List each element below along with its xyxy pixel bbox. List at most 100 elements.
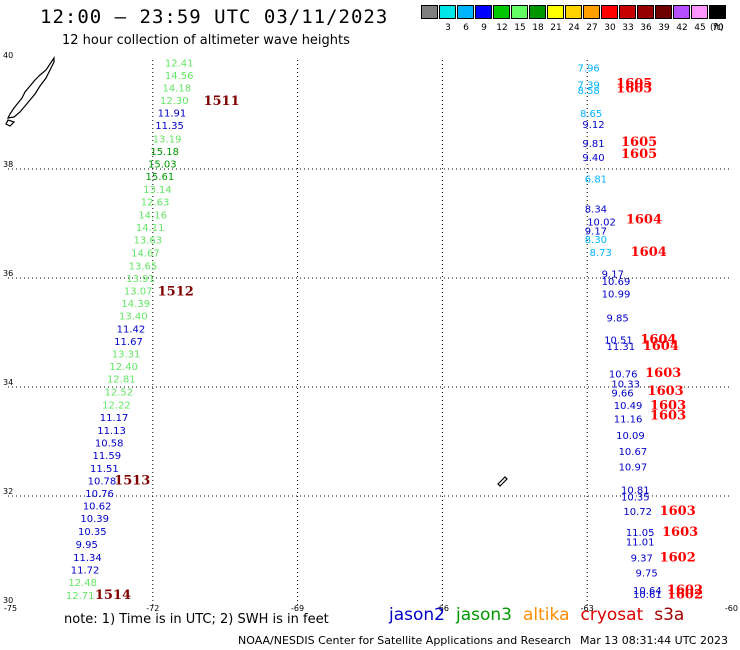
color-scale-tick-label: 33 — [622, 23, 634, 33]
color-scale-swatch — [565, 5, 582, 19]
longitude-tick-label: -60 — [725, 604, 738, 613]
pass-number-label: 1604 — [640, 332, 676, 347]
wave-height-value: 9.85 — [607, 314, 629, 325]
wave-height-value: 13.19 — [153, 134, 182, 145]
wave-height-value: 13.65 — [129, 261, 158, 272]
wave-height-value: 11.16 — [614, 414, 643, 425]
wave-height-value: 11.91 — [158, 109, 187, 120]
wave-height-value: 10.61 — [633, 590, 662, 601]
color-scale-swatch — [493, 5, 510, 19]
color-scale-swatch — [421, 5, 438, 19]
wave-height-value: 9.17 — [602, 269, 624, 280]
chart-subtitle: 12 hour collection of altimeter wave hei… — [62, 33, 350, 48]
wave-height-value: 8.65 — [580, 109, 602, 120]
wave-height-value: 14.16 — [138, 211, 167, 222]
wave-height-value: 10.35 — [78, 527, 107, 538]
pass-number-label: 1602 — [667, 583, 703, 598]
legend-item-cryosat: cryosat — [580, 605, 644, 625]
legend-item-s3a: s3a — [654, 605, 685, 625]
wave-height-value: 9.37 — [631, 553, 653, 564]
wave-height-value: 10.99 — [602, 290, 631, 301]
wave-height-value: 10.02 — [587, 218, 616, 229]
longitude-tick-label: -72 — [146, 604, 159, 613]
wave-height-value: 14.56 — [165, 71, 194, 82]
color-scale-swatch — [637, 5, 654, 19]
coastline-outline — [5, 56, 55, 127]
wave-height-value: 8.58 — [578, 86, 600, 97]
wave-height-value: 10.09 — [616, 431, 645, 442]
latitude-tick-label: 36 — [3, 269, 13, 278]
wave-height-value: 11.17 — [100, 413, 129, 424]
color-scale-swatch — [619, 5, 636, 19]
wave-height-value: 8.73 — [590, 248, 612, 259]
wave-height-value: 13.40 — [119, 311, 148, 322]
latitude-tick-label: 38 — [3, 160, 13, 169]
wave-height-value: 11.42 — [117, 325, 146, 336]
pass-number-label: 1605 — [616, 76, 652, 91]
wave-height-value: 10.64 — [633, 586, 662, 597]
wave-height-value: 10.58 — [95, 438, 124, 449]
wave-height-value: 12.48 — [68, 578, 97, 589]
color-scale-tick-label: 3 — [445, 23, 451, 33]
pass-number-label: 1603 — [660, 504, 696, 519]
wave-height-value: 9.75 — [635, 569, 657, 580]
color-scale-swatch — [547, 5, 564, 19]
color-scale-tick-label: 9 — [481, 23, 487, 33]
color-scale-swatch — [475, 5, 492, 19]
longitude-tick-label: -63 — [581, 604, 594, 613]
coastline — [5, 56, 508, 487]
wave-height-value: 9.95 — [76, 540, 98, 551]
wave-height-value: 10.67 — [619, 447, 648, 458]
wave-height-value: 14.18 — [162, 84, 191, 95]
pass-labels: 1511151215131514160516051605160516041604… — [95, 76, 703, 603]
latitude-tick-label: 34 — [3, 378, 13, 387]
color-scale-tick-label: 24 — [568, 23, 580, 33]
axis-labels: -75 -72 -69 -66 -63 -60 40 38 36 34 32 30 — [3, 51, 738, 613]
color-scale-swatch — [709, 5, 726, 19]
wave-height-value: 15.03 — [148, 159, 177, 170]
longitude-tick-label: -69 — [291, 604, 304, 613]
pass-number-label: 1603 — [650, 409, 686, 424]
color-scale-swatch — [511, 5, 528, 19]
color-scale-tick-label: 30 — [604, 23, 616, 33]
color-scale-tick-label: 70 — [712, 23, 724, 33]
color-scale-swatch — [673, 5, 690, 19]
wave-height-value: 11.51 — [90, 464, 119, 475]
wave-height-value: 11.72 — [71, 565, 100, 576]
pass-number-label: 1513 — [114, 474, 150, 489]
wave-height-value: 12.41 — [165, 59, 194, 70]
pass-number-label: 1603 — [662, 525, 698, 540]
wave-height-value: 13.31 — [112, 350, 141, 361]
legend-item-jason3: jason3 — [456, 605, 512, 625]
latitude-tick-label: 32 — [3, 487, 13, 496]
wave-height-value: 10.81 — [621, 485, 650, 496]
pass-number-label: 1604 — [626, 213, 662, 228]
pass-number-label: 1514 — [95, 588, 131, 603]
wave-height-value: 8.34 — [585, 205, 607, 216]
wave-height-value: 10.76 — [609, 370, 638, 381]
wave-height-value: 9.17 — [585, 226, 607, 237]
color-scale-tick-label: 45 — [694, 23, 706, 33]
pass-number-label: 1605 — [621, 147, 657, 162]
wave-height-value: 10.35 — [621, 492, 650, 503]
wave-height-value: 9.40 — [582, 153, 604, 164]
wave-height-value: 13.91 — [126, 274, 155, 285]
wave-height-value: 12.30 — [160, 96, 189, 107]
pass-number-label: 1604 — [643, 339, 679, 354]
wave-height-value: 13.63 — [133, 236, 162, 247]
chart-title: 12:00 – 23:59 UTC 03/11/2023 — [40, 6, 389, 28]
wave-height-value: 11.35 — [155, 121, 184, 132]
legend-item-altika: altika — [523, 605, 570, 625]
color-scale-unit: (ft) — [710, 23, 724, 33]
wave-height-value: 10.97 — [619, 462, 648, 473]
wave-height-value: 11.13 — [97, 426, 126, 437]
wave-height-value: 11.05 — [626, 528, 655, 539]
wave-height-value: 10.69 — [602, 277, 631, 288]
wave-height-value: 11.34 — [73, 553, 102, 564]
wave-height-value: 6.81 — [585, 175, 607, 186]
wave-height-value: 10.39 — [80, 514, 109, 525]
wave-height-value: 10.33 — [611, 380, 640, 391]
color-scale-tick-label: 27 — [586, 23, 598, 33]
